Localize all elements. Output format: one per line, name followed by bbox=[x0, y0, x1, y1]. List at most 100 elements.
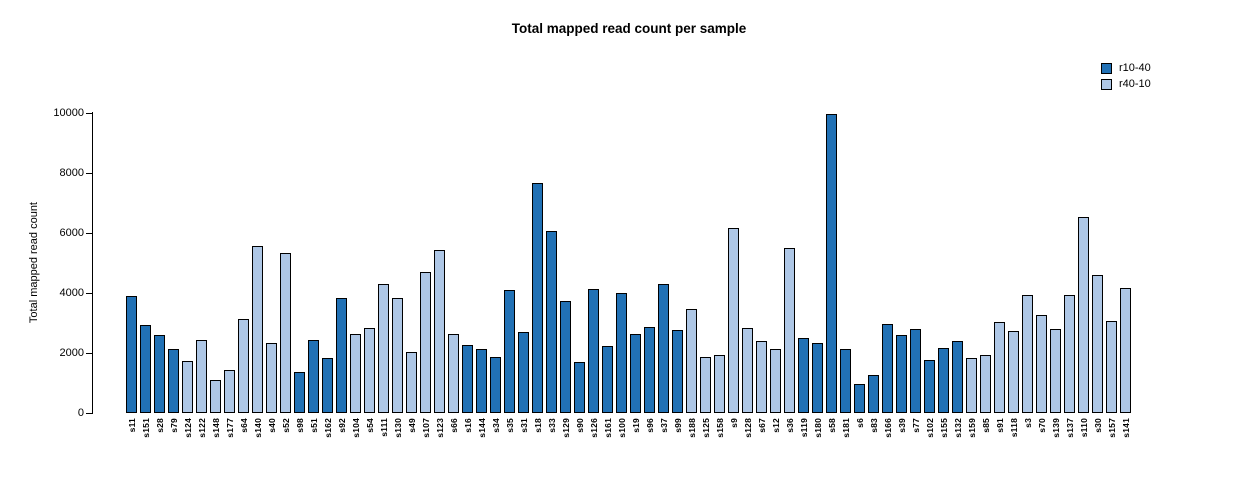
x-label-slot-s188: s188 bbox=[685, 418, 699, 438]
bar-s126 bbox=[588, 289, 599, 413]
x-label-slot-s155: s155 bbox=[937, 418, 951, 438]
y-axis-title: Total mapped read count bbox=[26, 113, 42, 413]
x-tick-label-s126: s126 bbox=[589, 418, 599, 438]
bar-s31 bbox=[518, 332, 529, 413]
bar-s139 bbox=[1050, 329, 1061, 413]
bar-s124 bbox=[182, 361, 193, 413]
x-label-slot-s139: s139 bbox=[1049, 418, 1063, 438]
x-tick-label-s125: s125 bbox=[701, 418, 711, 438]
x-label-slot-s52: s52 bbox=[279, 418, 293, 433]
x-tick-label-s90: s90 bbox=[575, 418, 585, 433]
x-tick-label-s16: s16 bbox=[463, 418, 473, 433]
bar-s161 bbox=[602, 345, 613, 413]
bar-s28 bbox=[154, 335, 165, 413]
x-tick-label-s36: s36 bbox=[785, 418, 795, 433]
x-label-slot-s31: s31 bbox=[517, 418, 531, 433]
x-tick-label-s162: s162 bbox=[323, 418, 333, 438]
x-tick-label-s19: s19 bbox=[631, 418, 641, 433]
bar-s125 bbox=[700, 357, 711, 413]
x-tick-label-s70: s70 bbox=[1037, 418, 1047, 433]
x-tick-label-s159: s159 bbox=[967, 418, 977, 438]
bar-s158 bbox=[714, 355, 725, 413]
x-tick-label-s180: s180 bbox=[813, 418, 823, 438]
bar-s99 bbox=[672, 330, 683, 413]
x-label-slot-s102: s102 bbox=[923, 418, 937, 438]
x-label-slot-s58: s58 bbox=[825, 418, 839, 433]
x-label-slot-s30: s30 bbox=[1091, 418, 1105, 433]
bar-s155 bbox=[938, 347, 949, 413]
x-tick-label-s30: s30 bbox=[1093, 418, 1103, 433]
x-label-slot-s158: s158 bbox=[713, 418, 727, 438]
x-tick-label-s12: s12 bbox=[771, 418, 781, 433]
x-tick-label-s129: s129 bbox=[561, 418, 571, 438]
x-label-slot-s77: s77 bbox=[909, 418, 923, 433]
x-label-slot-s91: s91 bbox=[993, 418, 1007, 433]
x-tick-label-s119: s119 bbox=[799, 418, 809, 438]
x-tick-label-s37: s37 bbox=[659, 418, 669, 433]
bar-s51 bbox=[308, 339, 319, 413]
x-label-slot-s111: s111 bbox=[377, 418, 391, 437]
x-tick-label-s151: s151 bbox=[141, 418, 151, 438]
x-label-slot-s54: s54 bbox=[363, 418, 377, 433]
bar-s188 bbox=[686, 309, 697, 413]
x-label-slot-s132: s132 bbox=[951, 418, 965, 438]
x-label-slot-s49: s49 bbox=[405, 418, 419, 433]
x-label-slot-s40: s40 bbox=[265, 418, 279, 433]
x-label-slot-s6: s6 bbox=[853, 418, 867, 428]
x-label-slot-s67: s67 bbox=[755, 418, 769, 433]
x-tick-label-s177: s177 bbox=[225, 418, 235, 438]
x-label-slot-s64: s64 bbox=[237, 418, 251, 433]
x-label-slot-s130: s130 bbox=[391, 418, 405, 438]
bar-s100 bbox=[616, 293, 627, 413]
bar-s6 bbox=[854, 383, 865, 413]
bar-s85 bbox=[980, 354, 991, 413]
x-label-slot-s162: s162 bbox=[321, 418, 335, 438]
bar-s98 bbox=[294, 372, 305, 413]
bar-s39 bbox=[896, 334, 907, 413]
bar-s129 bbox=[560, 300, 571, 413]
x-label-slot-s141: s141 bbox=[1119, 418, 1133, 438]
bar-s67 bbox=[756, 341, 767, 413]
bar-s90 bbox=[574, 362, 585, 413]
bar-s122 bbox=[196, 340, 207, 413]
x-tick-label-s124: s124 bbox=[183, 418, 193, 438]
bar-s92 bbox=[336, 297, 347, 413]
x-label-slot-s35: s35 bbox=[503, 418, 517, 433]
y-tick-8000 bbox=[86, 172, 92, 174]
bar-s3 bbox=[1022, 294, 1033, 413]
x-label-slot-s11: s11 bbox=[125, 418, 139, 432]
y-tick-4000 bbox=[86, 292, 92, 294]
x-tick-label-s141: s141 bbox=[1121, 418, 1131, 438]
x-tick-label-s58: s58 bbox=[827, 418, 837, 433]
bar-s64 bbox=[238, 319, 249, 413]
x-label-slot-s148: s148 bbox=[209, 418, 223, 438]
x-label-slot-s92: s92 bbox=[335, 418, 349, 433]
bar-s118 bbox=[1008, 331, 1019, 413]
bar-s148 bbox=[210, 380, 221, 413]
y-tick-label-4000: 4000 bbox=[59, 287, 84, 299]
bar-s110 bbox=[1078, 217, 1089, 413]
x-label-slot-s51: s51 bbox=[307, 418, 321, 433]
y-axis-title-text: Total mapped read count bbox=[28, 202, 40, 324]
bar-s77 bbox=[910, 329, 921, 413]
x-tick-label-s110: s110 bbox=[1079, 418, 1089, 438]
bar-s40 bbox=[266, 342, 277, 413]
x-label-slot-s159: s159 bbox=[965, 418, 979, 438]
x-tick-label-s6: s6 bbox=[855, 418, 865, 428]
bar-s49 bbox=[406, 352, 417, 413]
x-label-slot-s129: s129 bbox=[559, 418, 573, 438]
x-tick-label-s104: s104 bbox=[351, 418, 361, 438]
y-tick-label-10000: 10000 bbox=[53, 107, 84, 119]
x-tick-label-s3: s3 bbox=[1023, 418, 1033, 428]
x-label-slot-s151: s151 bbox=[139, 418, 153, 438]
x-label-slot-s66: s66 bbox=[447, 418, 461, 433]
bar-s66 bbox=[448, 333, 459, 413]
bar-s30 bbox=[1092, 275, 1103, 413]
y-tick-label-8000: 8000 bbox=[59, 167, 84, 179]
x-tick-label-s49: s49 bbox=[407, 418, 417, 433]
bar-s132 bbox=[952, 340, 963, 413]
x-label-slot-s90: s90 bbox=[573, 418, 587, 433]
x-label-slot-s85: s85 bbox=[979, 418, 993, 433]
x-tick-label-s122: s122 bbox=[197, 418, 207, 438]
